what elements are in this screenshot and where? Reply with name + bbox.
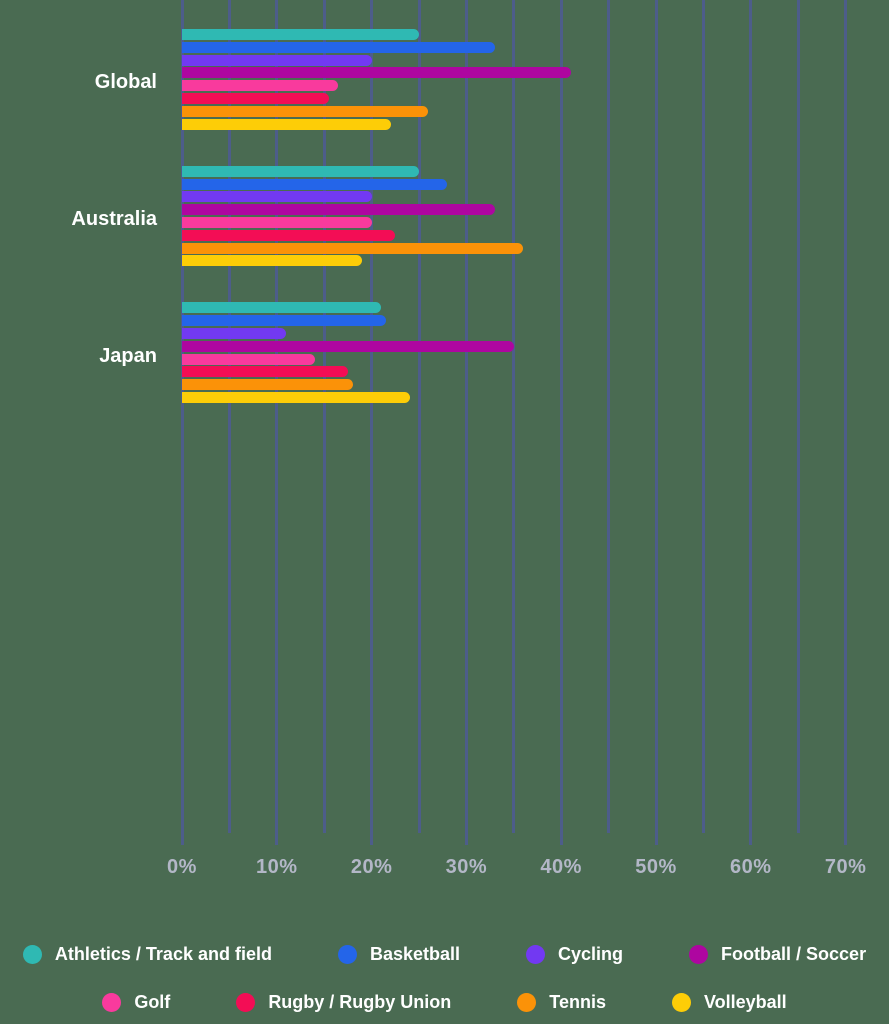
- minor-gridline: [512, 0, 516, 833]
- legend-item-basketball[interactable]: Basketball: [337, 944, 461, 965]
- legend-label: Golf: [134, 992, 171, 1012]
- x-axis-tick-label: 70%: [824, 856, 867, 878]
- bar-japan-tennis: [182, 379, 353, 391]
- bar-global-golf: [182, 80, 339, 92]
- bar-global-basketball: [182, 41, 495, 53]
- category-label-japan: Japan: [99, 344, 157, 367]
- minor-gridline: [701, 0, 705, 833]
- bar-global-cycling: [182, 54, 372, 66]
- legend-dot-rugby-rugby-union: [236, 993, 256, 1012]
- bar-japan-rugby-rugby-union: [182, 366, 348, 378]
- legend-dot-basketball: [337, 945, 357, 964]
- bar-global-athletics-track-and-field: [182, 29, 419, 40]
- bar-global-tennis: [182, 105, 429, 117]
- major-gridline: [464, 0, 468, 845]
- major-gridline: [275, 0, 279, 845]
- legend-label: Cycling: [558, 944, 624, 964]
- major-gridline: [180, 0, 184, 845]
- legend-dot-golf: [102, 993, 122, 1012]
- minor-gridline: [417, 0, 421, 833]
- legend-label: Tennis: [549, 992, 606, 1012]
- legend-label: Rugby / Rugby Union: [268, 992, 452, 1012]
- category-label-global: Global: [94, 71, 157, 94]
- legend-item-tennis[interactable]: Tennis: [517, 992, 606, 1013]
- bar-global-football-soccer: [182, 67, 571, 79]
- minor-gridline: [322, 0, 326, 833]
- bar-japan-cycling: [182, 328, 287, 339]
- legend-item-football-soccer[interactable]: Football / Soccer: [689, 944, 866, 965]
- x-axis-tick-label: 40%: [540, 856, 582, 878]
- bar-japan-athletics-track-and-field: [182, 302, 382, 314]
- legend-item-golf[interactable]: Golf: [102, 992, 170, 1013]
- minor-gridline: [796, 0, 800, 833]
- bar-global-rugby-rugby-union: [182, 93, 329, 104]
- major-gridline: [749, 0, 753, 845]
- bar-australia-volleyball: [182, 255, 363, 267]
- major-gridline: [654, 0, 658, 845]
- legend-dot-tennis: [517, 993, 537, 1012]
- legend-dot-cycling: [526, 945, 546, 964]
- x-axis-tick-label: 10%: [256, 856, 298, 878]
- bar-australia-cycling: [182, 191, 372, 203]
- bar-australia-basketball: [182, 178, 448, 190]
- x-axis-tick-label: 60%: [730, 856, 772, 878]
- bar-australia-athletics-track-and-field: [182, 165, 419, 177]
- legend-item-rugby-rugby-union[interactable]: Rugby / Rugby Union: [236, 992, 451, 1013]
- bar-australia-football-soccer: [182, 204, 495, 216]
- legend-label: Football / Soccer: [721, 944, 867, 964]
- x-axis-tick-label: 30%: [445, 856, 488, 878]
- major-gridline: [844, 0, 848, 845]
- bar-australia-rugby-rugby-union: [182, 229, 396, 241]
- minor-gridline: [227, 0, 231, 833]
- bar-australia-golf: [182, 216, 372, 228]
- bar-japan-basketball: [182, 315, 386, 327]
- category-label-australia: Australia: [71, 208, 157, 230]
- legend-item-athletics-track-and-field[interactable]: Athletics / Track and field: [22, 944, 272, 965]
- bar-japan-golf: [182, 353, 315, 365]
- x-axis-tick-label: 0%: [167, 856, 197, 878]
- x-axis-tick-label: 20%: [350, 856, 393, 878]
- major-gridline: [559, 0, 563, 845]
- legend-item-cycling[interactable]: Cycling: [526, 944, 623, 965]
- legend-dot-football-soccer: [689, 945, 709, 964]
- legend-label: Athletics / Track and field: [54, 944, 272, 964]
- major-gridline: [370, 0, 374, 845]
- legend-dot-athletics-track-and-field: [22, 945, 42, 964]
- legend-label: Volleyball: [703, 992, 787, 1012]
- bar-japan-football-soccer: [182, 340, 514, 352]
- legend-row-1: Athletics / Track and field Basketball Cyc…: [0, 944, 889, 965]
- bar-australia-tennis: [182, 242, 524, 254]
- minor-gridline: [607, 0, 611, 833]
- bar-global-volleyball: [182, 118, 391, 130]
- bar-japan-volleyball: [182, 392, 410, 403]
- legend-row-2: Golf Rugby / Rugby Union Tennis Volleyball: [0, 992, 889, 1013]
- legend-dot-volleyball: [671, 993, 691, 1012]
- x-axis-tick-label: 50%: [635, 856, 677, 878]
- legend-item-volleyball[interactable]: Volleyball: [671, 992, 787, 1013]
- legend-label: Basketball: [369, 944, 461, 964]
